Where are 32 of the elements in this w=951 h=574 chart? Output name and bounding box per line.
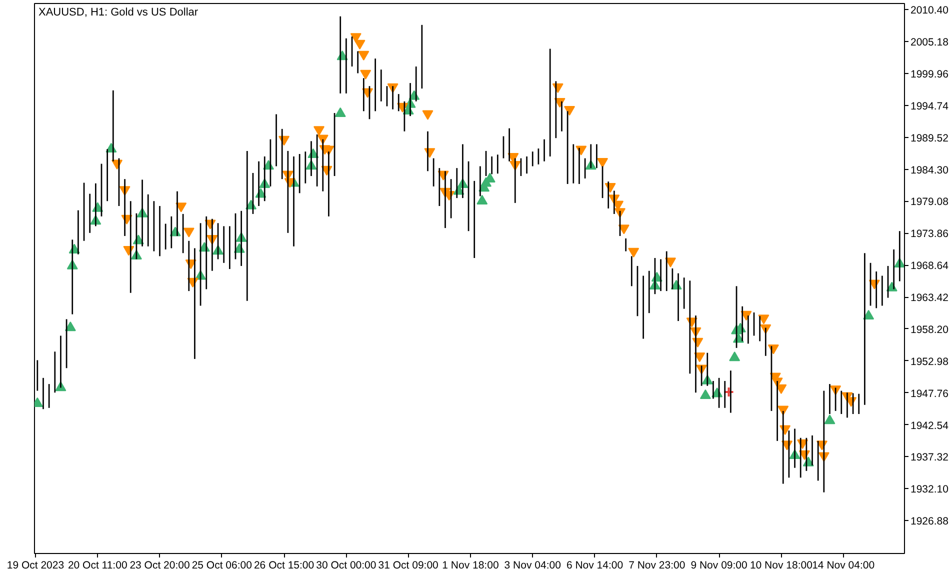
x-tick-label: 7 Nov 23:00	[628, 560, 686, 572]
y-tick-label: 1973.86	[910, 228, 949, 240]
x-tick-label: 14 Nov 04:00	[812, 560, 875, 572]
y-tick-label: 1937.32	[910, 452, 949, 464]
y-tick-label: 2005.18	[910, 36, 949, 49]
y-tick-label: 1958.20	[910, 324, 949, 336]
y-tick-label: 1952.98	[910, 356, 949, 368]
y-tick-label: 1999.96	[910, 68, 949, 80]
y-tick-label: 2010.40	[910, 4, 949, 17]
x-tick-label: 25 Oct 06:00	[192, 560, 252, 572]
x-tick-label: 1 Nov 18:00	[442, 560, 499, 572]
y-tick-label: 1932.10	[910, 484, 949, 496]
y-tick-label: 1963.42	[910, 292, 949, 304]
x-tick-label: 26 Oct 15:00	[254, 560, 314, 572]
x-tick-label: 23 Oct 20:00	[130, 560, 190, 572]
y-tick-label: 1947.76	[910, 388, 949, 400]
x-tick-label: 3 Nov 04:00	[504, 560, 562, 572]
y-tick-label: 1984.30	[910, 164, 949, 176]
chart-title: XAUUSD, H1: Gold vs US Dollar	[38, 6, 198, 18]
x-tick-label: 31 Oct 09:00	[378, 560, 439, 572]
x-tick-label: 9 Nov 09:00	[690, 560, 748, 572]
y-tick-label: 1926.88	[910, 516, 949, 528]
y-tick-label: 1989.52	[910, 132, 949, 144]
y-tick-label: 1942.54	[910, 420, 949, 432]
x-tick-label: 19 Oct 2023	[6, 560, 64, 572]
x-tick-label: 20 Oct 11:00	[68, 560, 128, 572]
x-tick-label: 10 Nov 18:00	[750, 560, 813, 572]
y-tick-label: 1994.74	[910, 100, 949, 112]
y-tick-label: 1968.64	[910, 260, 949, 272]
x-tick-label: 6 Nov 14:00	[566, 560, 624, 572]
x-tick-label: 30 Oct 00:00	[316, 560, 376, 572]
y-tick-label: 1979.08	[910, 196, 949, 208]
